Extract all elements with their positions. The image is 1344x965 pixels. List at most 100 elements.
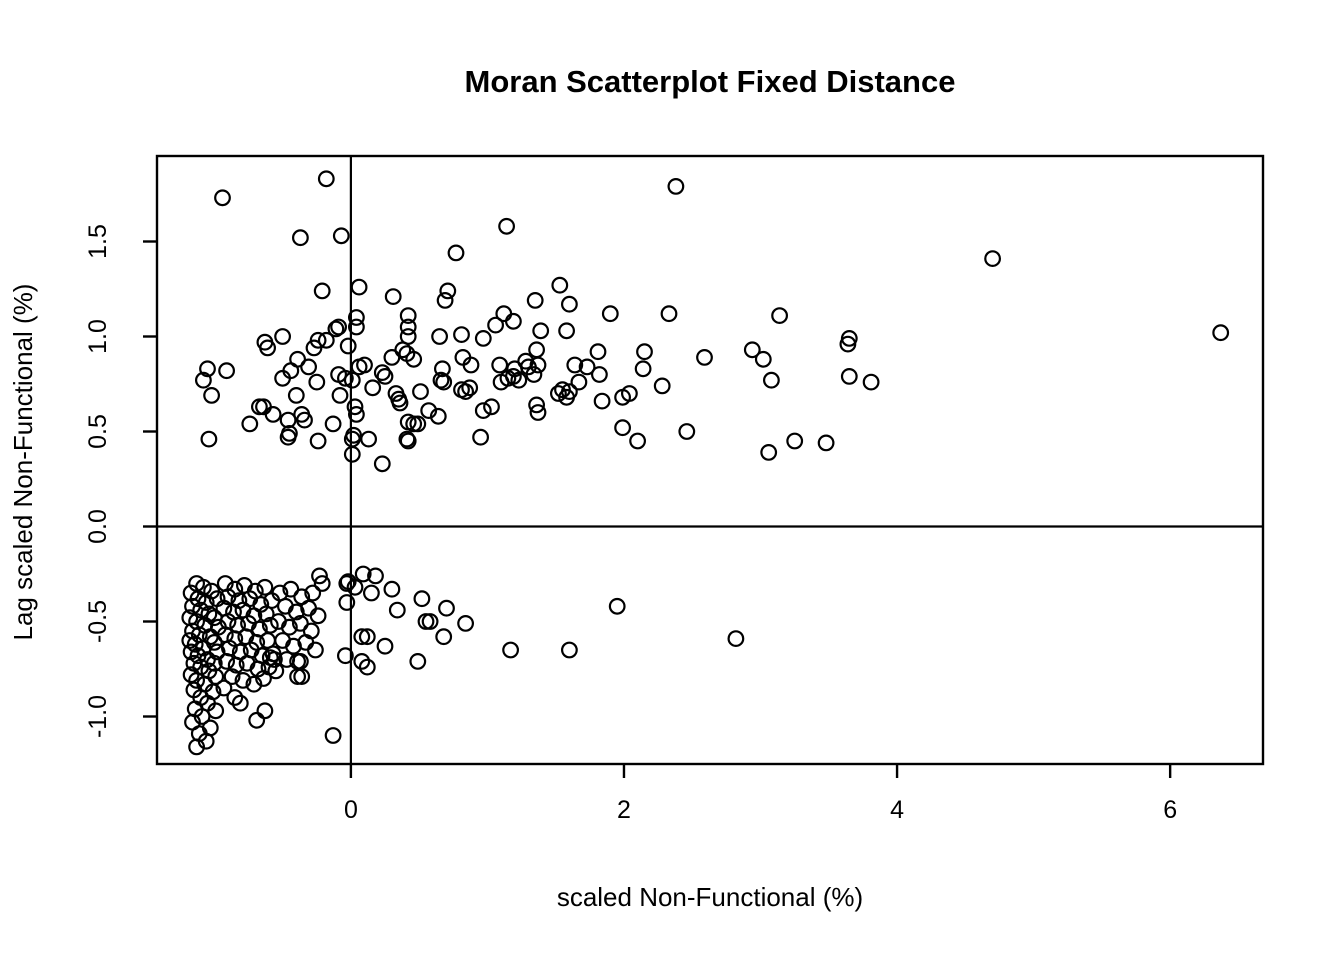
- data-point: [309, 432, 327, 450]
- data-point: [207, 702, 225, 720]
- data-point: [256, 702, 274, 720]
- data-point: [200, 430, 218, 448]
- data-point: [279, 428, 297, 446]
- data-point: [614, 419, 631, 437]
- data-point: [839, 335, 857, 353]
- data-point: [338, 594, 356, 611]
- data-point: [532, 322, 550, 340]
- data-point: [367, 567, 384, 585]
- data-point: [438, 599, 455, 617]
- data-point: [292, 615, 309, 632]
- data-point: [346, 578, 364, 596]
- data-point: [653, 377, 671, 395]
- data-point: [435, 373, 453, 391]
- y-axis-label: Lag scaled Non-Functional (%): [8, 284, 38, 641]
- data-point: [474, 402, 492, 420]
- data-point: [327, 320, 345, 338]
- data-point: [817, 434, 835, 452]
- data-point: [287, 387, 305, 404]
- data-point: [304, 584, 322, 602]
- data-point: [227, 656, 245, 674]
- data-point: [354, 565, 372, 583]
- data-point: [330, 318, 348, 336]
- data-point: [358, 628, 376, 646]
- data-point: [510, 371, 528, 389]
- data-point: [197, 732, 215, 750]
- y-tick-label: -0.5: [84, 600, 112, 643]
- data-point: [529, 356, 547, 374]
- data-point: [343, 371, 361, 389]
- data-point: [435, 628, 453, 646]
- x-tick-label: 4: [890, 796, 904, 824]
- data-point: [399, 432, 417, 450]
- data-point: [194, 371, 212, 389]
- data-point: [405, 350, 423, 368]
- data-point: [215, 679, 233, 697]
- data-point: [282, 580, 300, 598]
- data-point: [394, 341, 412, 359]
- data-point: [337, 647, 354, 665]
- data-point: [570, 373, 588, 391]
- data-point: [248, 711, 266, 729]
- chart-title: Moran Scatterplot Fixed Distance: [465, 64, 956, 99]
- data-point: [561, 383, 578, 401]
- data-point: [660, 305, 678, 323]
- data-point: [350, 278, 368, 296]
- data-point: [754, 350, 772, 368]
- data-point: [431, 328, 449, 345]
- data-point: [373, 455, 391, 473]
- data-point: [278, 651, 296, 668]
- data-point: [214, 189, 231, 207]
- data-point: [364, 379, 382, 397]
- data-point: [432, 371, 450, 389]
- data-point: [376, 368, 394, 385]
- data-point: [409, 415, 427, 433]
- data-point: [461, 379, 479, 397]
- data-point: [505, 312, 522, 330]
- data-point: [429, 407, 447, 425]
- data-point: [324, 727, 342, 744]
- x-tick-label: 6: [1163, 796, 1177, 824]
- data-point: [528, 341, 545, 359]
- data-point: [307, 641, 324, 659]
- data-point: [274, 328, 292, 345]
- data-point: [308, 373, 326, 391]
- data-point: [293, 668, 311, 685]
- data-point: [528, 396, 545, 414]
- data-point: [743, 341, 761, 359]
- data-point: [636, 343, 653, 361]
- data-point: [184, 597, 201, 615]
- data-point: [621, 385, 638, 402]
- data-point: [462, 356, 480, 374]
- data-point: [771, 307, 788, 325]
- data-point: [447, 244, 465, 262]
- x-axis-ticks: 0 2 4 6: [344, 764, 1177, 824]
- data-point: [551, 276, 569, 294]
- data-point: [439, 282, 457, 300]
- data-point: [634, 360, 652, 378]
- data-point: [1212, 324, 1230, 342]
- data-point: [203, 387, 221, 404]
- data-point: [498, 217, 516, 235]
- data-point: [593, 392, 611, 410]
- y-tick-label: 1.5: [84, 224, 112, 259]
- data-point: [561, 641, 578, 659]
- data-point: [249, 660, 267, 678]
- data-point: [257, 605, 275, 623]
- data-point: [313, 575, 331, 592]
- data-point: [360, 430, 378, 448]
- data-point: [300, 358, 318, 376]
- data-point: [267, 662, 285, 680]
- data-point: [862, 373, 880, 391]
- data-point: [241, 415, 259, 433]
- data-point: [317, 170, 335, 188]
- data-point: [840, 368, 858, 385]
- data-point: [561, 295, 578, 313]
- data-point: [727, 630, 745, 647]
- data-points: [181, 170, 1230, 756]
- data-point: [566, 356, 584, 374]
- data-point: [786, 432, 804, 450]
- data-point: [763, 371, 780, 389]
- data-point: [483, 398, 500, 416]
